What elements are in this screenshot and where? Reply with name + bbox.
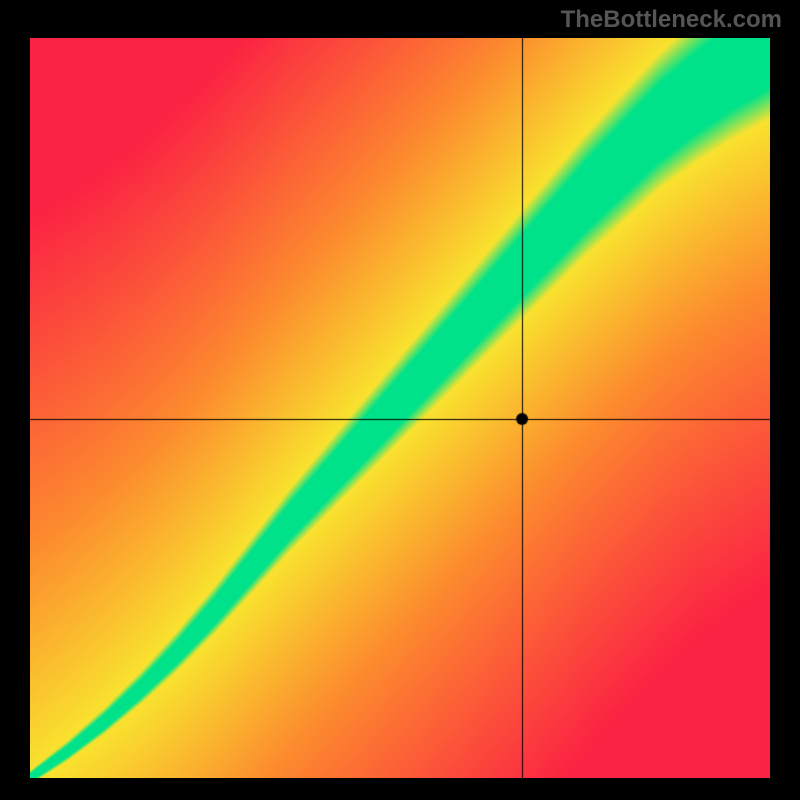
bottleneck-heatmap [30,38,770,778]
chart-container: TheBottleneck.com [0,0,800,800]
watermark-text: TheBottleneck.com [561,6,782,34]
